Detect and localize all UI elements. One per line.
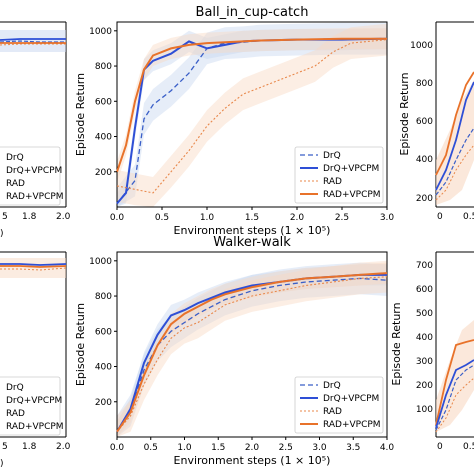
x-tick-label: 3.0 — [312, 443, 327, 453]
series-band — [117, 23, 387, 207]
x-tick-label: 1.8 — [22, 442, 37, 452]
y-tick-label: 300 — [416, 357, 433, 367]
x-tick-label: 5 — [2, 212, 8, 222]
series-band — [117, 262, 387, 437]
y-tick-label: 100 — [416, 405, 433, 415]
series-line-rad — [116, 276, 388, 433]
y-tick-label: 400 — [416, 333, 433, 343]
chart-panel-walker-walk: 0.0 0.5 1.0 1.5 2.0 2.5 3.0 3.5 4.0 200 400 600 800 1… — [74, 235, 394, 467]
legend-label: DrQ — [323, 381, 341, 391]
y-tick-label: 800 — [416, 79, 433, 89]
x-tick-label: 5 — [2, 442, 8, 452]
y-tick-label: 600 — [95, 327, 112, 337]
series-band — [117, 22, 387, 208]
chart-title: Ball_in_cup-catch — [196, 5, 309, 20]
x-tick-label: 1.5 — [245, 213, 259, 223]
x-tick-label: 3.0 — [380, 213, 395, 223]
x-axis-label: Environment steps (1 × 10⁵) — [174, 454, 331, 467]
x-tick-label: 0.5 — [155, 213, 169, 223]
series-line-drq — [116, 277, 388, 433]
x-tick-label: 2.5 — [279, 443, 293, 453]
legend-label: RAD — [6, 409, 25, 419]
x-tick-label: 1.0 — [200, 213, 215, 223]
legend-label: RAD+VPCPM — [323, 420, 381, 430]
x-tick-label: 2.0 — [56, 212, 71, 222]
x-tick-label: 1.8 — [22, 212, 37, 222]
legend-label: RAD+VPCPM — [323, 190, 381, 200]
x-tick-label: 0.0 — [110, 443, 125, 453]
x-tick-label: 0.5 — [463, 442, 474, 452]
y-tick-label: 200 — [95, 168, 112, 178]
series-line-drq — [116, 38, 387, 204]
x-tick-label: 0 — [437, 212, 443, 222]
x-tick-label: 0 — [437, 442, 443, 452]
x-tick-label: 0.5 — [144, 443, 158, 453]
y-tick-label: 200 — [416, 194, 433, 204]
legend-label: RAD — [6, 179, 25, 189]
legend-label: DrQ+VPCPM — [6, 166, 62, 176]
y-tick-label: 400 — [95, 133, 112, 143]
series-band — [117, 28, 387, 183]
x-tick-label: 0.0 — [110, 213, 125, 223]
x-tick-label: 2.0 — [245, 443, 260, 453]
y-tick-label: 200 — [95, 398, 112, 408]
y-tick-label: 500 — [416, 309, 433, 319]
y-tick-label: 600 — [416, 117, 433, 127]
y-tick-label: 1000 — [410, 41, 433, 51]
series-band — [117, 262, 387, 437]
legend-label: RAD — [323, 177, 342, 187]
y-axis-label: Episode Return — [74, 303, 87, 386]
y-tick-label: 400 — [95, 363, 112, 373]
legend-label: DrQ+VPCPM — [6, 396, 62, 406]
y-tick-label: 400 — [416, 155, 433, 165]
legend-label: RAD+VPCPM — [6, 192, 64, 202]
x-tick-label: 2.0 — [56, 442, 71, 452]
y-axis-label: Episode Return — [398, 72, 411, 155]
legend-box — [294, 376, 384, 434]
y-axis-label: Episode Return — [390, 302, 403, 385]
legend-box — [294, 146, 384, 204]
y-tick-label: 1000 — [89, 257, 112, 267]
legend-label: DrQ+VPCPM — [323, 164, 379, 174]
partial-panel-bottom-right: Episode Return 100 200 300 400 500 600 7… — [390, 251, 474, 452]
x-tick-label: 1.0 — [177, 443, 192, 453]
svg-text:): ) — [0, 229, 4, 239]
y-tick-label: 600 — [416, 285, 433, 295]
x-tick-label: 1.5 — [211, 443, 225, 453]
x-tick-label: 2.0 — [290, 213, 305, 223]
y-tick-label: 700 — [416, 261, 433, 271]
legend-label: DrQ — [323, 151, 341, 161]
series-band — [117, 264, 387, 437]
y-axis-label: Episode Return — [74, 73, 87, 156]
y-tick-label: 200 — [416, 381, 433, 391]
legend-label: DrQ — [6, 153, 24, 163]
y-tick-label: 800 — [95, 62, 112, 72]
legend-label: RAD+VPCPM — [6, 422, 64, 432]
svg-text:): ) — [0, 459, 4, 469]
x-tick-label: 4.0 — [380, 443, 395, 453]
legend-label: DrQ+VPCPM — [323, 394, 379, 404]
series-band — [117, 28, 387, 208]
legend-label: RAD — [323, 407, 342, 417]
partial-panel-bottom-left: DrQ DrQ+VPCPM RAD RAD+VPCPM 5 1.8 2.0 ) — [0, 251, 71, 469]
y-tick-label: 600 — [95, 97, 112, 107]
partial-panel-top-left: DrQ DrQ+VPCPM RAD RAD+VPCPM 5 1.8 2.0 ) — [0, 21, 71, 239]
x-tick-label: 3.5 — [346, 443, 360, 453]
x-axis-label: Environment steps (1 × 10⁵) — [174, 224, 331, 237]
series-line-rad — [116, 39, 388, 194]
series-line-rad-vpcpm — [116, 37, 387, 173]
y-tick-label: 800 — [95, 292, 112, 302]
legend-label: DrQ — [6, 383, 24, 393]
series-line-rad-vpcpm — [116, 272, 388, 433]
y-tick-label: 1000 — [89, 27, 112, 37]
x-tick-label: 0.5 — [463, 212, 474, 222]
x-tick-label: 2.5 — [335, 213, 349, 223]
chart-title: Walker-walk — [213, 235, 291, 250]
chart-panel-ball-in-cup-catch: 0.0 0.5 1.0 1.5 2.0 2.5 3.0 200 400 600 800 1000 Bal… — [74, 5, 394, 237]
partial-panel-top-right: Episode Return 200 400 600 800 1000 0 0.… — [398, 21, 474, 222]
